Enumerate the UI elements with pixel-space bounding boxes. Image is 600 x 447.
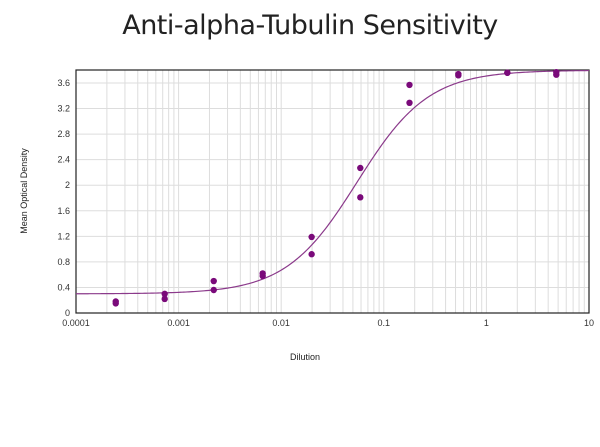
data-point [308,233,315,241]
data-point [553,71,560,78]
svg-text:0: 0 [65,308,70,318]
data-point [406,81,413,89]
data-point [259,272,266,280]
grid [76,70,589,313]
svg-text:0.0001: 0.0001 [62,318,90,328]
data-point [455,72,462,79]
data-point [161,295,168,303]
data-point [210,286,217,294]
data-point [357,194,364,201]
data-point [504,69,511,76]
data-point [210,277,217,285]
x-axis-label: Dilution [289,352,320,362]
data-point [161,290,168,298]
chart-title: Anti-alpha-Tubulin Sensitivity [122,10,498,41]
svg-text:0.4: 0.4 [57,282,70,292]
fit-curve [76,69,590,295]
data-points [112,68,560,307]
svg-text:3.6: 3.6 [57,78,70,88]
svg-text:1: 1 [484,318,489,328]
plot-frame [75,69,590,314]
svg-text:1.2: 1.2 [57,231,70,241]
svg-text:0.1: 0.1 [378,318,391,328]
data-point [112,300,119,307]
svg-text:2.4: 2.4 [57,155,70,165]
x-axis-ticks: 0.0001 0.001 0.01 0.1 1 10 [62,318,594,328]
svg-text:0.01: 0.01 [272,318,290,328]
svg-text:2: 2 [65,180,70,190]
svg-text:0.8: 0.8 [57,257,70,267]
y-axis-ticks: 0 0.4 0.8 1.2 1.6 2 2.4 2.8 3.2 3.6 [57,78,70,318]
svg-text:2.8: 2.8 [57,129,70,139]
data-point [406,99,413,107]
svg-text:3.2: 3.2 [57,104,70,114]
svg-text:0.001: 0.001 [167,318,190,328]
data-point [308,251,315,258]
svg-text:10: 10 [584,318,594,328]
data-point [357,164,364,172]
svg-text:1.6: 1.6 [57,206,70,216]
